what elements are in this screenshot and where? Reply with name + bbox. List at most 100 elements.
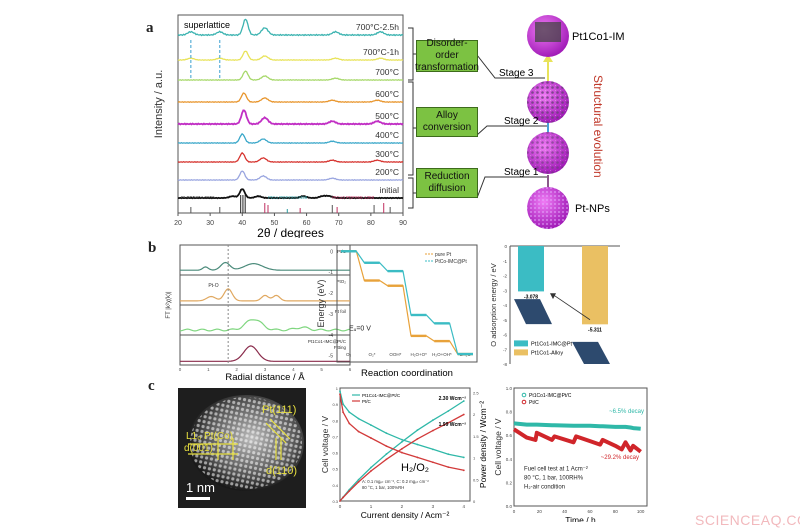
plot-frame	[179, 334, 351, 366]
structure-model-imc	[514, 299, 552, 325]
power-point	[447, 410, 450, 412]
connector-stage3	[476, 54, 545, 79]
plot-frame	[336, 244, 478, 363]
y-tick-label: 0	[330, 249, 333, 255]
voltage-point	[348, 411, 351, 414]
legend-marker	[521, 399, 527, 405]
tem-label-d001: d(001)	[184, 443, 213, 454]
stability-curve	[513, 421, 641, 431]
x-tick-label: 1	[207, 367, 210, 372]
y-axis-label: Energy (eV)	[316, 279, 326, 327]
tem-label-pt111: Pt(111)	[262, 404, 296, 416]
voltage-point	[357, 430, 360, 433]
x-tick-label: 3	[264, 367, 267, 372]
potential-annotation: Eᵤ=0 V	[349, 326, 371, 333]
bar	[582, 246, 608, 325]
xrd-series-label: 700°C-2.5h	[356, 22, 399, 32]
energy-path	[341, 250, 473, 355]
xrd-chart: 20 30 40 50 60 70 80 90 2θ / degrees Intensity / …	[153, 14, 407, 238]
polarization-chart: 0 1 2 3 4 0.3 0.4 0.5 0.6 0.7 0.8 0.9 1 0 0.5 1 1.5 2 2.5 P…	[320, 386, 488, 520]
x-tick-label: 0	[339, 504, 342, 509]
y-tick-label: 0.9	[332, 402, 338, 407]
y-axis-label: Cell voltage / V	[320, 416, 330, 473]
x-axis-label: Radial distance / Å	[225, 372, 305, 382]
power-point	[447, 421, 450, 424]
x-tick-label: 40	[238, 220, 246, 227]
y2-tick-label: 2.5	[473, 390, 479, 395]
power-point	[357, 478, 360, 481]
y2-tick-label: 0.5	[473, 477, 479, 482]
exafs-legend-label: Pt1Co1-IMC@Pt/C	[308, 339, 347, 344]
x-tick-label: 2	[401, 504, 404, 509]
panel-label-a: a	[146, 20, 154, 36]
voltage-point	[447, 466, 450, 468]
exafs-trace	[180, 261, 350, 271]
xrd-trace	[178, 132, 404, 145]
power-point	[401, 440, 403, 443]
condition-title: H₂/O₂	[401, 462, 429, 474]
peak-power-label: 2.30 Wcm⁻²	[439, 396, 467, 402]
exafs-trace	[180, 345, 350, 362]
x-category-label: O₂*	[369, 352, 376, 357]
y-axis-label: FT |k²χ(k)|	[166, 291, 172, 319]
sphere-intermediate-texture	[527, 132, 569, 174]
voltage-point	[357, 417, 360, 420]
condition-note: A: 0.1 mgₚₜ cm⁻², C: 0.2 mgₚₜ cm⁻²	[362, 479, 429, 484]
stability-chart: 0 20 40 60 80 100 0.0 0.2 0.4 0.6 0.8 1.0 Pt1Co1-IMC…	[493, 386, 648, 522]
x-axis-label: 2θ / degrees	[257, 226, 324, 238]
exafs-legend-label: Fitting	[334, 345, 347, 350]
power-point	[385, 458, 388, 461]
legend-label: Pt1Co1-IMC@Pt/C	[529, 393, 572, 399]
x-tick-label: 90	[399, 220, 407, 227]
y-tick-label: -6	[503, 333, 507, 338]
x-tick-label: 80	[613, 509, 619, 514]
y-axis-label: Intensity / a.u.	[153, 70, 165, 138]
x-tick-label: 40	[562, 509, 568, 514]
bar-value-label: -5.311	[588, 327, 602, 333]
label-pt-nps: Pt-NPs	[575, 203, 610, 215]
power-point	[462, 400, 465, 402]
power-point	[342, 496, 344, 499]
y-tick-label: -2	[503, 274, 507, 279]
y-tick-label: 0.8	[506, 410, 513, 415]
voltage-point	[401, 438, 403, 441]
y-tick-label: 1.0	[506, 386, 513, 391]
tem-image: Pt(111) L1₀ Pt(Co) d(001) d(110) 1 nm	[178, 388, 306, 508]
y-tick-label: 0.4	[506, 457, 513, 462]
xrd-trace	[178, 70, 404, 82]
x-category-label: OOH*	[389, 352, 401, 357]
voltage-point	[339, 393, 341, 396]
x-category-label: H₂O+O*	[410, 352, 427, 357]
xrd-series-label: 600°C	[375, 89, 399, 99]
power-point	[348, 490, 351, 492]
power-point	[385, 453, 388, 455]
y-tick-label: -4	[503, 303, 507, 308]
connector-stage1	[476, 176, 548, 199]
power-point	[416, 429, 419, 432]
stability-curve	[512, 427, 642, 454]
xrd-trace	[177, 50, 404, 62]
y-tick-label: -1	[503, 259, 507, 264]
power-point	[401, 447, 403, 450]
exafs-trace	[179, 319, 351, 332]
watermark: SCIENCEAQ.COM	[695, 512, 800, 528]
x-tick-label: 0	[179, 367, 182, 372]
adsorption-chart: 0 -1 -2 -3 -4 -5 -6 -7 -8 -3.078 -5.311 Pt1Co1-IMC@…	[489, 244, 620, 367]
y-tick-label: 0.7	[332, 434, 338, 439]
arrow-head-icon	[550, 293, 556, 300]
bar	[518, 246, 544, 292]
x-tick-label: 6	[349, 367, 352, 372]
power-point	[357, 480, 360, 483]
panel-label-b: b	[148, 240, 157, 256]
stage2-label: Stage 2	[504, 116, 539, 127]
tem-label-d110: d(110)	[266, 465, 297, 477]
x-tick-label: 4	[463, 504, 466, 509]
xrd-trace	[177, 92, 404, 104]
plot-frame	[177, 14, 404, 214]
legend-label: Pt1Co1-IMC@Pt/C	[362, 393, 401, 398]
plot-frame	[339, 387, 471, 502]
box-disorder-order: Disorder-order transformation	[415, 38, 479, 73]
xrd-series-label: 500°C	[375, 111, 399, 121]
voltage-point	[348, 422, 351, 425]
x-tick-label: 0	[513, 509, 516, 514]
